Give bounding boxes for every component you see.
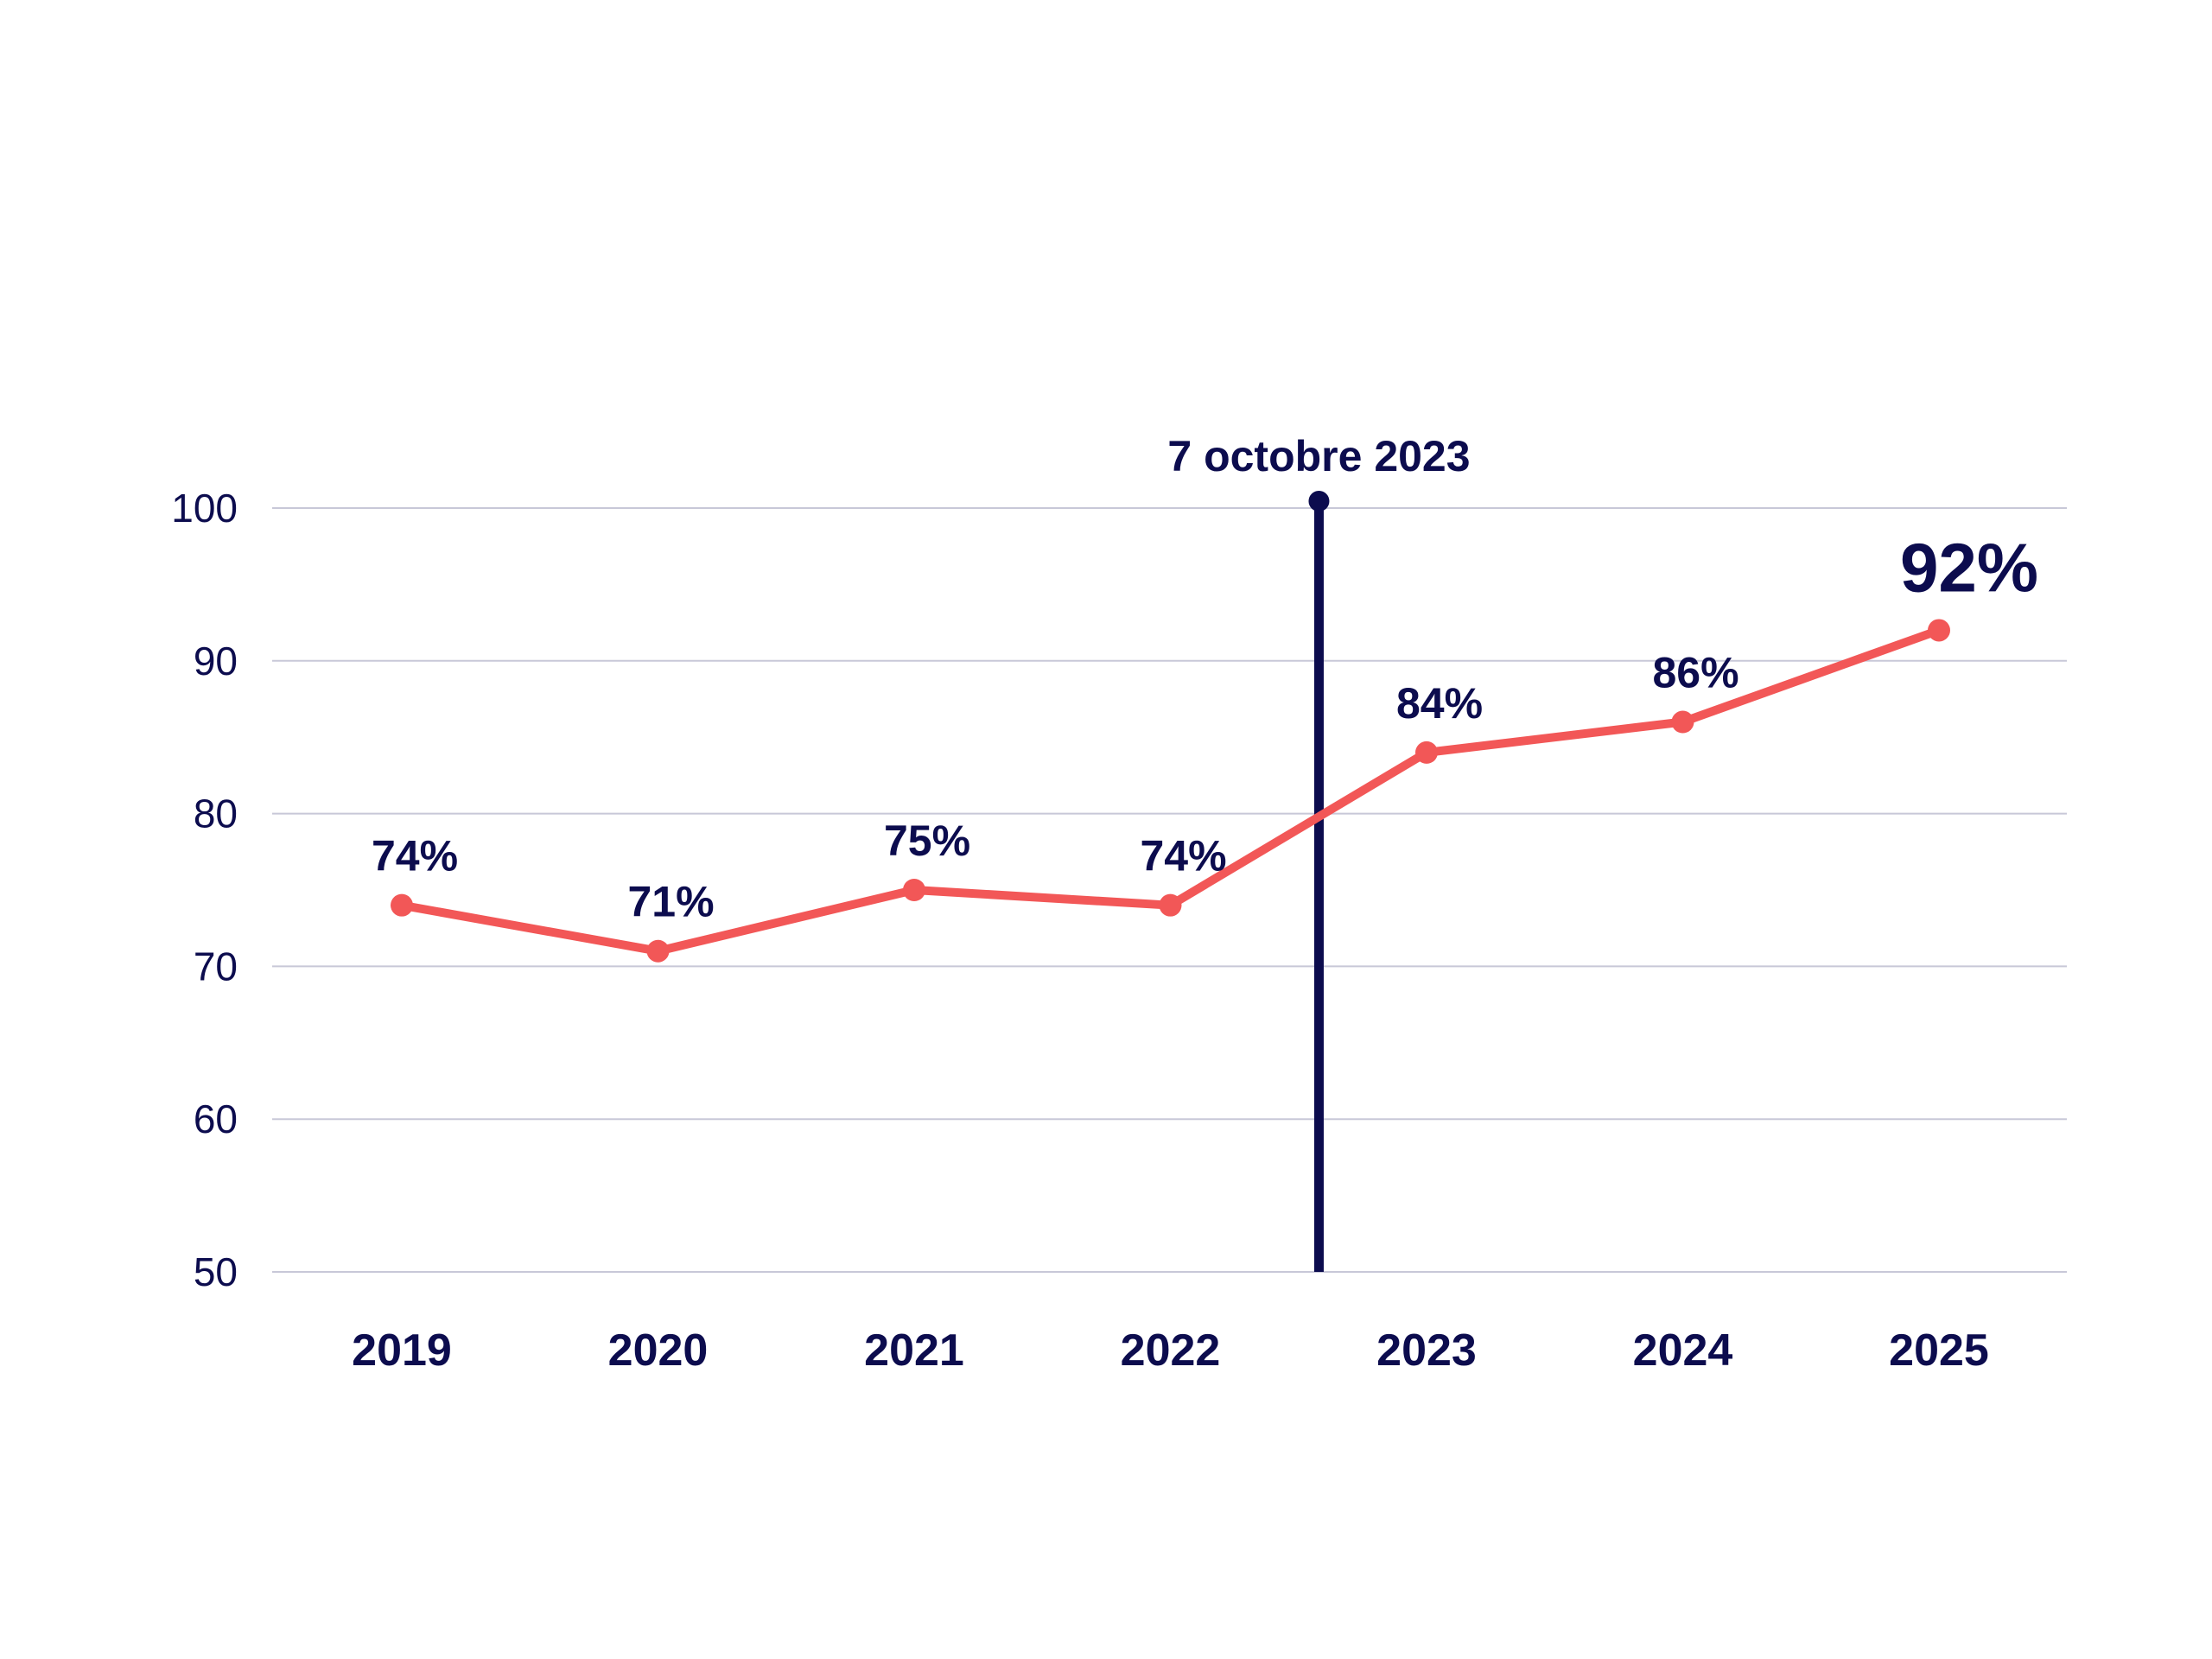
y-tick-label-60: 60 [194,1096,238,1141]
data-point-2024 [1671,710,1694,734]
x-tick-label-2025: 2025 [1889,1325,1989,1376]
event-marker-label: 7 octobre 2023 [1167,432,1470,480]
y-tick-label-50: 50 [194,1249,238,1294]
data-label-2020: 71% [627,878,714,926]
data-labels: 74% 71% 75% 74% 84% 86% 92% [372,529,2038,925]
data-point-2023 [1415,741,1438,764]
data-point-2019 [391,893,413,917]
data-label-2024: 86% [1652,649,1738,697]
x-tick-label-2021: 2021 [864,1325,964,1376]
event-marker: 7 octobre 2023 [1167,432,1471,1272]
y-tick-label-90: 90 [194,639,238,683]
data-label-2025: 92% [1900,529,2038,606]
data-point-2025 [1928,619,1950,642]
y-tick-label-80: 80 [194,791,238,836]
y-tick-label-70: 70 [194,944,238,988]
data-point-2020 [646,939,670,963]
x-axis-ticks: 2019 2020 2021 2022 2023 2024 2025 [352,1325,1989,1376]
data-label-2023: 84% [1396,679,1483,728]
x-tick-label-2022: 2022 [1121,1325,1221,1376]
y-axis-ticks: 50 60 70 80 90 100 [171,486,238,1294]
x-tick-label-2024: 2024 [1633,1325,1733,1376]
data-label-2022: 74% [1140,832,1226,880]
gridlines [272,507,2067,1273]
y-tick-label-100: 100 [171,486,238,531]
x-tick-label-2023: 2023 [1376,1325,1477,1376]
data-point-2022 [1159,893,1182,917]
event-marker-dot [1308,491,1330,512]
x-tick-label-2020: 2020 [608,1325,709,1376]
series-line-group [391,619,1950,963]
data-label-2021: 75% [884,817,970,865]
data-label-2019: 74% [372,832,458,880]
x-tick-label-2019: 2019 [352,1325,452,1376]
data-point-2021 [903,879,925,901]
